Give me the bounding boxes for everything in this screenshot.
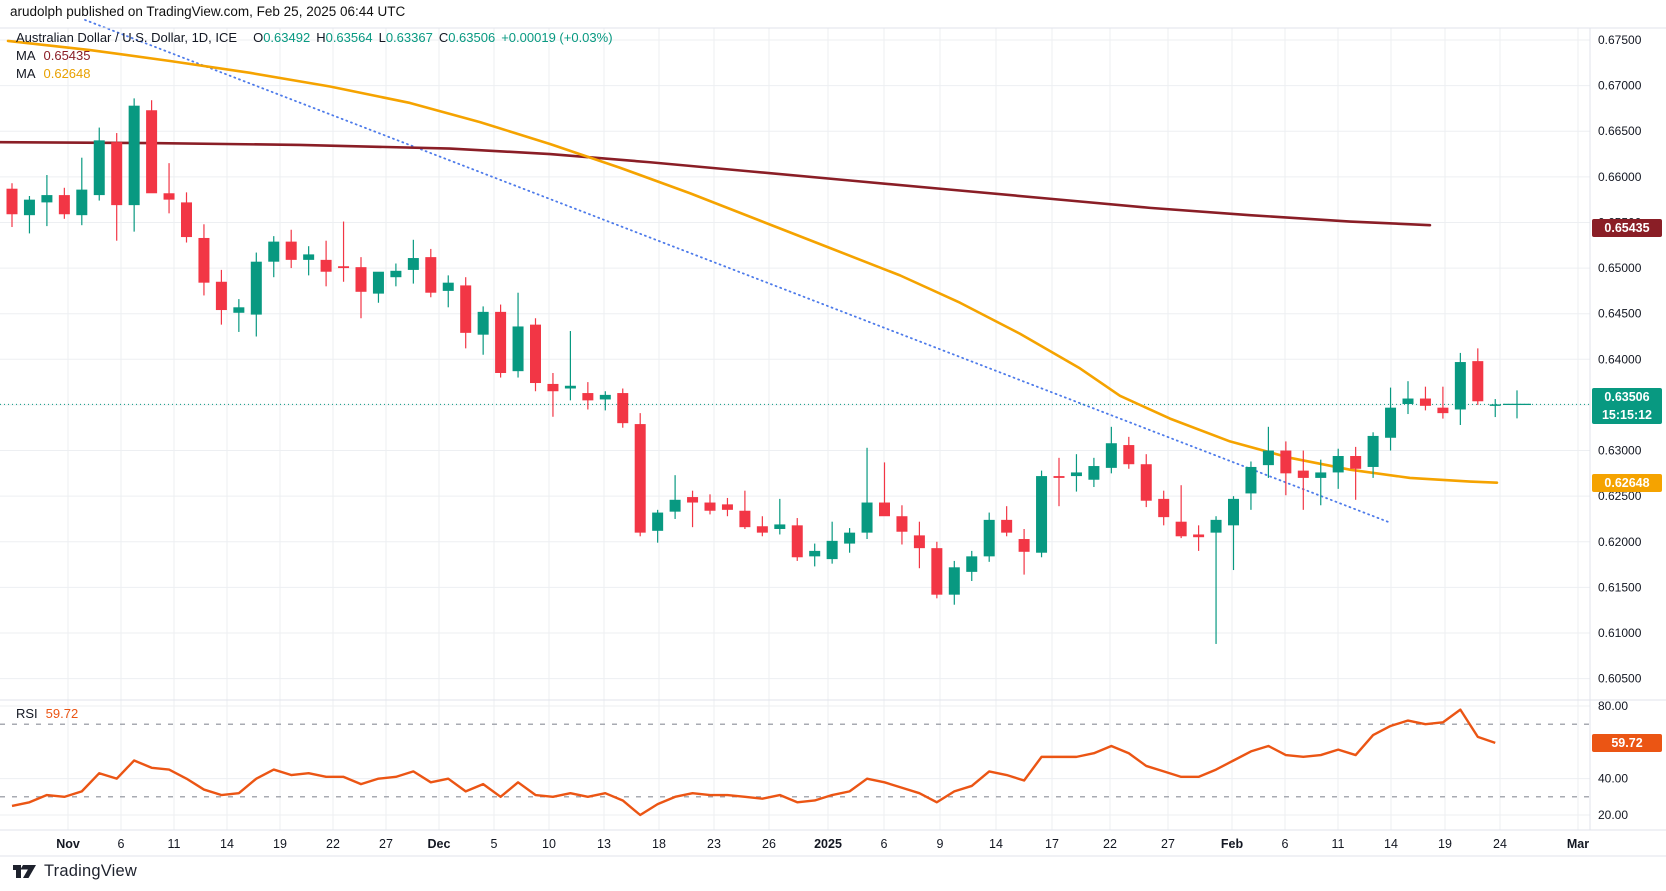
svg-text:10: 10 xyxy=(542,837,556,851)
close-value: 0.63506 xyxy=(448,30,496,45)
svg-text:0.64500: 0.64500 xyxy=(1598,307,1642,321)
svg-text:14: 14 xyxy=(989,837,1003,851)
svg-text:40.00: 40.00 xyxy=(1598,772,1628,786)
ma50-legend-row[interactable]: MA 0.62648 xyxy=(16,65,613,82)
ma50-label: MA xyxy=(16,66,36,81)
svg-text:0.66000: 0.66000 xyxy=(1598,170,1642,184)
svg-text:11: 11 xyxy=(168,837,181,851)
svg-text:Nov: Nov xyxy=(56,837,80,851)
svg-text:27: 27 xyxy=(1161,837,1175,851)
change-value: +0.00019 (+0.03%) xyxy=(501,30,613,45)
ma200-price-badge: 0.65435 xyxy=(1592,219,1662,237)
open-label: O xyxy=(253,30,264,45)
svg-text:0.66500: 0.66500 xyxy=(1598,124,1642,138)
last-price-value: 0.63506 xyxy=(1604,390,1650,404)
svg-text:0.61500: 0.61500 xyxy=(1598,580,1642,594)
last-price-badge: 0.63506 15:15:12 xyxy=(1592,388,1662,424)
publisher-line: arudolph published on TradingView.com, F… xyxy=(10,4,406,19)
svg-text:0.63000: 0.63000 xyxy=(1598,444,1642,458)
symbol-legend-row[interactable]: Australian Dollar / U.S. Dollar, 1D, ICE… xyxy=(16,29,613,46)
svg-text:80.00: 80.00 xyxy=(1598,699,1628,713)
svg-text:22: 22 xyxy=(1103,837,1117,851)
ma200-value: 0.65435 xyxy=(43,48,91,63)
svg-text:19: 19 xyxy=(273,837,287,851)
svg-text:26: 26 xyxy=(762,837,776,851)
chart-legend: Australian Dollar / U.S. Dollar, 1D, ICE… xyxy=(16,29,613,83)
svg-text:Dec: Dec xyxy=(428,837,451,851)
ma50-price-badge: 0.62648 xyxy=(1592,474,1662,492)
tradingview-brand-text: TradingView xyxy=(44,862,137,880)
close-label: C xyxy=(438,30,449,45)
tradingview-brand[interactable]: TradingView xyxy=(12,861,137,882)
rsi-legend-row[interactable]: RSI 59.72 xyxy=(16,706,78,721)
high-value: 0.63564 xyxy=(325,30,373,45)
rsi-title: RSI xyxy=(16,706,38,721)
svg-text:Feb: Feb xyxy=(1221,837,1244,851)
rsi-value: 59.72 xyxy=(45,706,79,721)
ma50-value: 0.62648 xyxy=(43,66,91,81)
svg-text:0.65000: 0.65000 xyxy=(1598,261,1642,275)
svg-text:14: 14 xyxy=(220,837,234,851)
svg-text:14: 14 xyxy=(1384,837,1398,851)
svg-text:0.60500: 0.60500 xyxy=(1598,672,1642,686)
svg-text:6: 6 xyxy=(881,837,888,851)
svg-text:0.67500: 0.67500 xyxy=(1598,33,1642,47)
svg-text:19: 19 xyxy=(1438,837,1452,851)
svg-text:27: 27 xyxy=(379,837,393,851)
svg-text:Mar: Mar xyxy=(1567,837,1589,851)
svg-text:0.61000: 0.61000 xyxy=(1598,626,1642,640)
ma200-label: MA xyxy=(16,48,36,63)
svg-text:11: 11 xyxy=(1332,837,1345,851)
svg-text:9: 9 xyxy=(937,837,944,851)
svg-text:24: 24 xyxy=(1493,837,1507,851)
svg-text:6: 6 xyxy=(1282,837,1289,851)
svg-text:0.62000: 0.62000 xyxy=(1598,535,1642,549)
high-label: H xyxy=(316,30,326,45)
tradingview-logo-icon xyxy=(13,865,36,878)
symbol-title: Australian Dollar / U.S. Dollar, 1D, ICE xyxy=(16,30,238,45)
svg-text:22: 22 xyxy=(326,837,340,851)
svg-text:23: 23 xyxy=(707,837,721,851)
svg-text:0.62500: 0.62500 xyxy=(1598,489,1642,503)
bar-countdown: 15:15:12 xyxy=(1601,408,1653,422)
svg-text:5: 5 xyxy=(491,837,498,851)
svg-text:6: 6 xyxy=(118,837,125,851)
svg-text:0.64000: 0.64000 xyxy=(1598,352,1642,366)
svg-text:2025: 2025 xyxy=(814,837,842,851)
svg-text:0.67000: 0.67000 xyxy=(1598,79,1642,93)
svg-text:20.00: 20.00 xyxy=(1598,808,1628,822)
svg-text:18: 18 xyxy=(652,837,666,851)
ma200-legend-row[interactable]: MA 0.65435 xyxy=(16,47,613,64)
open-value: 0.63492 xyxy=(263,30,311,45)
rsi-value-badge: 59.72 xyxy=(1592,734,1662,752)
svg-text:13: 13 xyxy=(597,837,611,851)
svg-text:17: 17 xyxy=(1045,837,1059,851)
low-value: 0.63367 xyxy=(385,30,433,45)
low-label: L xyxy=(378,30,386,45)
